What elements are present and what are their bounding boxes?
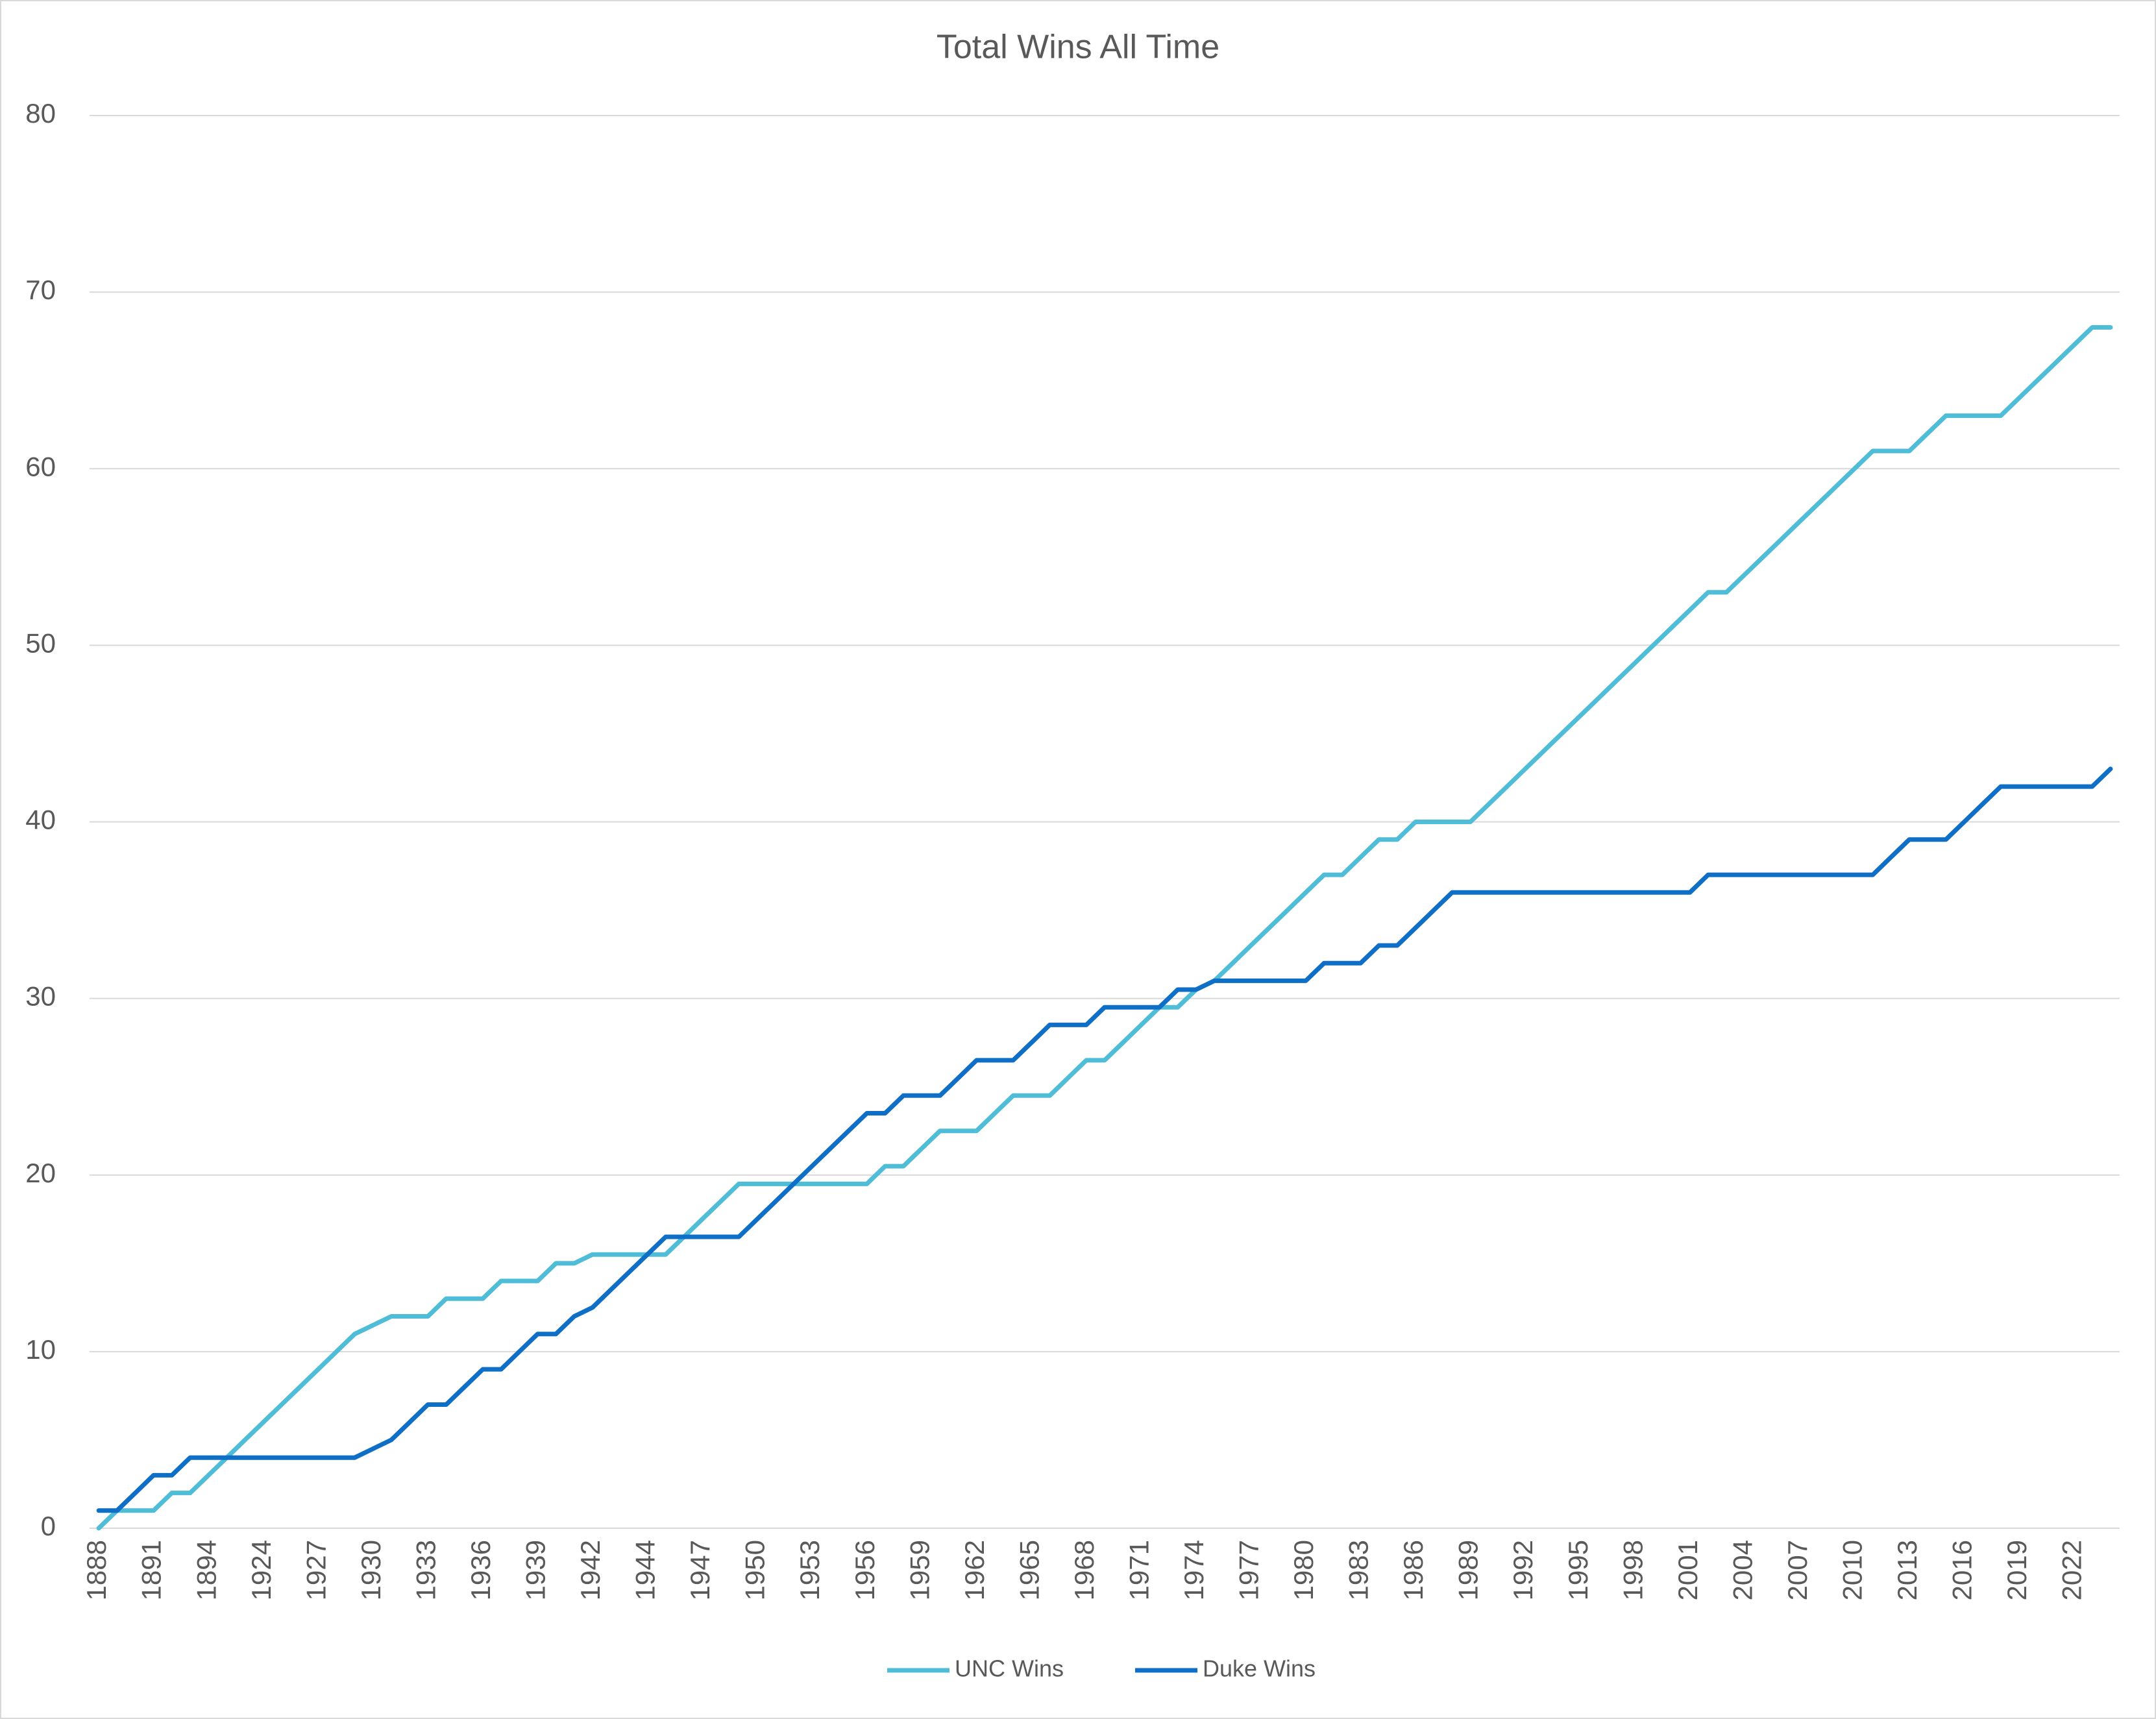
x-tick-label: 2022 [2057,1540,2087,1600]
x-tick-label: 1888 [81,1540,112,1600]
legend: UNC Wins Duke Wins [887,1655,1316,1682]
y-tick-label: 50 [25,628,56,658]
y-tick-label: 40 [25,805,56,835]
x-tick-label: 2007 [1782,1540,1813,1600]
x-tick-label: 1933 [410,1540,441,1600]
x-tick-label: 2019 [2002,1540,2032,1600]
x-tick-label: 1977 [1234,1540,1264,1600]
x-tick-label: 1992 [1508,1540,1538,1600]
x-tick-label: 1924 [246,1540,276,1600]
x-tick-label: 1959 [904,1540,935,1600]
x-tick-label: 1995 [1563,1540,1593,1600]
x-tick-label: 1942 [575,1540,606,1600]
y-tick-label: 80 [25,98,56,128]
x-tick-label: 2010 [1837,1540,1867,1600]
y-tick-label: 60 [25,451,56,482]
y-tick-label: 10 [25,1334,56,1365]
x-tick-label: 2001 [1672,1540,1703,1600]
x-tick-label: 2004 [1727,1540,1758,1600]
x-tick-label: 1968 [1069,1540,1099,1600]
x-tick-label: 1980 [1288,1540,1319,1600]
x-tick-label: 1894 [191,1540,221,1600]
x-tick-label: 1998 [1617,1540,1648,1600]
x-tick-label: 1974 [1179,1540,1209,1600]
x-tick-label: 1965 [1014,1540,1044,1600]
x-tick-label: 2016 [1947,1540,1978,1600]
x-tick-label: 1989 [1453,1540,1484,1600]
y-tick-label: 30 [25,981,56,1012]
x-tick-label: 1939 [521,1540,551,1600]
x-tick-label: 1971 [1123,1540,1154,1600]
legend-label: Duke Wins [1203,1655,1316,1682]
chart-title: Total Wins All Time [937,29,1219,66]
x-tick-label: 1950 [740,1540,770,1600]
series-line [96,766,2113,1513]
x-tick-label: 1936 [465,1540,496,1600]
y-tick-label: 70 [25,274,56,305]
x-tick-label: 1927 [300,1540,331,1600]
x-tick-label: 1962 [959,1540,990,1600]
x-tick-label: 1891 [136,1540,167,1600]
y-tick-label: 20 [25,1158,56,1188]
y-tick-label: 0 [41,1511,56,1541]
x-tick-label: 1944 [630,1540,661,1600]
x-tick-label: 1947 [685,1540,715,1600]
x-tick-label: 1983 [1343,1540,1374,1600]
x-tick-label: 1956 [850,1540,880,1600]
x-tick-label: 1930 [356,1540,386,1600]
x-tick-label: 1953 [794,1540,825,1600]
x-tick-label: 2013 [1892,1540,1922,1600]
series-line [96,325,2113,1531]
legend-label: UNC Wins [955,1655,1064,1682]
x-tick-label: 1986 [1398,1540,1428,1600]
